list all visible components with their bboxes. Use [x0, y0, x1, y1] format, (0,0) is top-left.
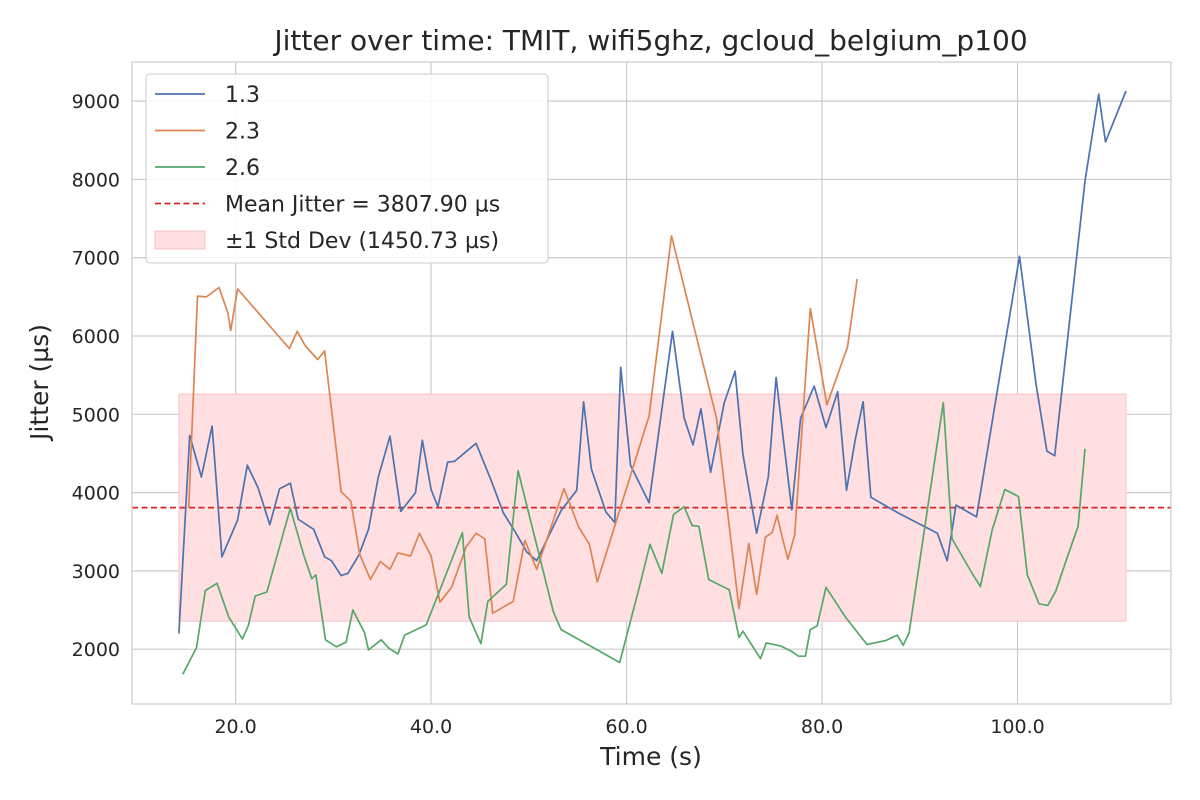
- series-line-2.3: [187, 234, 859, 615]
- y-tick-label: 8000: [72, 169, 120, 191]
- y-tick-label: 4000: [72, 483, 120, 505]
- x-tick-label: 60.0: [605, 716, 647, 738]
- y-axis-label: Jitter (µs): [25, 324, 54, 442]
- y-axis-ticks: 2000 3000 4000 5000 6000 7000 8000 9000: [72, 91, 120, 661]
- y-tick-label: 3000: [72, 561, 120, 583]
- plot-frame: [131, 61, 1172, 705]
- y-tick-label: 2000: [72, 639, 120, 661]
- std-dev-band-layer: [178, 393, 1127, 622]
- legend-label: ±1 Std Dev (1450.73 µs): [225, 229, 499, 254]
- legend-label: 1.3: [225, 83, 260, 108]
- x-tick-label: 20.0: [214, 716, 256, 738]
- series-line-1.3: [178, 90, 1127, 634]
- legend-box: [145, 73, 549, 264]
- x-axis-label: Time (s): [599, 742, 702, 771]
- x-tick-label: 100.0: [990, 716, 1044, 738]
- std-dev-band: [178, 393, 1127, 622]
- y-tick-label: 7000: [72, 248, 120, 270]
- legend-swatch: [154, 230, 206, 250]
- y-tick-label: 5000: [72, 404, 120, 426]
- series-line-2.6: [182, 401, 1086, 675]
- chart-title: Jitter over time: TMIT, wifi5ghz, gcloud…: [272, 24, 1027, 57]
- x-axis-ticks: 20.0 40.0 60.0 80.0 100.0: [214, 716, 1044, 738]
- x-tick-label: 40.0: [410, 716, 452, 738]
- y-tick-label: 9000: [72, 91, 120, 113]
- legend-label: 2.3: [225, 120, 260, 145]
- legend: 1.3 2.3 2.6 Mean Jitter = 3807.90 µs ±1 Std …: [145, 73, 549, 264]
- legend-label: 2.6: [225, 156, 260, 181]
- series-layer: [178, 90, 1127, 675]
- y-tick-label: 6000: [72, 326, 120, 348]
- legend-label: Mean Jitter = 3807.90 µs: [225, 193, 500, 218]
- x-tick-label: 80.0: [801, 716, 843, 738]
